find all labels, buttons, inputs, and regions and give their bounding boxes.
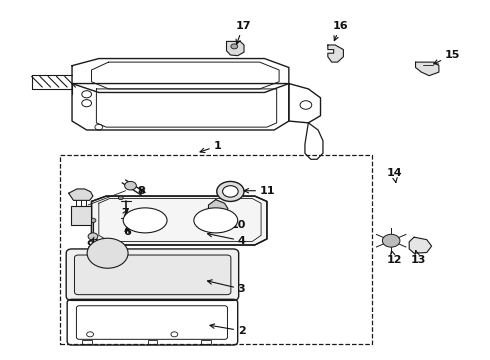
- Bar: [60, 155, 372, 344]
- Bar: [71, 206, 91, 225]
- Text: 16: 16: [333, 21, 348, 41]
- Text: 8: 8: [138, 186, 146, 197]
- Circle shape: [88, 233, 98, 240]
- Ellipse shape: [123, 208, 167, 233]
- Text: 12: 12: [386, 251, 402, 265]
- Polygon shape: [328, 45, 343, 62]
- Polygon shape: [92, 196, 267, 245]
- Polygon shape: [409, 237, 432, 253]
- Polygon shape: [208, 200, 228, 216]
- FancyBboxPatch shape: [74, 255, 231, 295]
- Text: 11: 11: [244, 186, 275, 196]
- Text: 6: 6: [123, 227, 131, 237]
- Text: 10: 10: [215, 216, 246, 230]
- Polygon shape: [69, 189, 93, 201]
- Bar: [147, 340, 157, 343]
- Text: 1: 1: [200, 141, 221, 153]
- Circle shape: [90, 218, 96, 222]
- Text: 5: 5: [74, 211, 81, 224]
- Text: 15: 15: [434, 50, 460, 64]
- Bar: [125, 221, 135, 229]
- Text: 13: 13: [411, 251, 426, 265]
- Circle shape: [222, 186, 238, 197]
- Text: 7: 7: [122, 208, 129, 218]
- Text: 3: 3: [207, 280, 245, 294]
- Bar: [82, 340, 92, 343]
- Circle shape: [217, 181, 244, 202]
- Bar: [201, 340, 211, 343]
- Text: 17: 17: [235, 21, 251, 44]
- Text: 4: 4: [208, 233, 245, 246]
- Text: 9: 9: [87, 237, 95, 250]
- Text: 2: 2: [210, 324, 245, 336]
- Circle shape: [231, 44, 238, 49]
- Ellipse shape: [194, 208, 238, 233]
- Text: 14: 14: [386, 168, 402, 183]
- Circle shape: [87, 238, 128, 268]
- FancyBboxPatch shape: [66, 249, 239, 300]
- Polygon shape: [226, 41, 244, 56]
- Circle shape: [118, 196, 123, 200]
- Circle shape: [382, 234, 400, 247]
- Circle shape: [124, 181, 136, 190]
- Polygon shape: [416, 62, 439, 76]
